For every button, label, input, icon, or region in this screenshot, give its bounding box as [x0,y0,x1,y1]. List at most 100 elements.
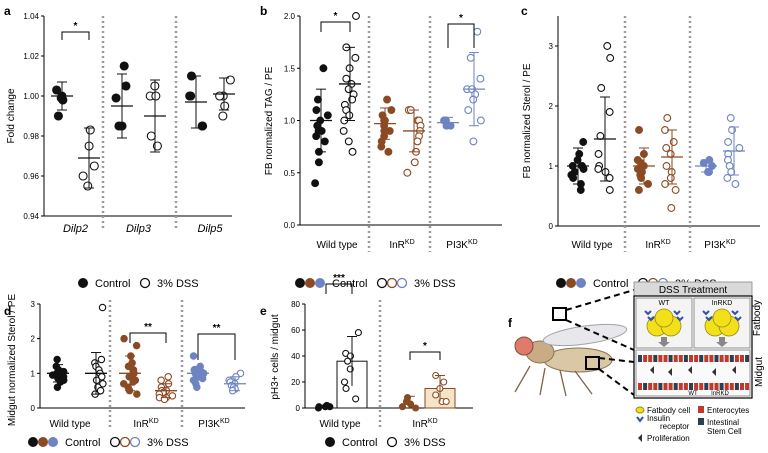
legend-fatbody-cell: Fatbody cell [647,406,690,415]
enterocyte-cell [678,355,683,362]
legend-dss-label: 3% DSS [157,278,199,290]
control-point [186,91,196,101]
y-tick-label: 80 [291,300,300,309]
dss-point [605,186,614,194]
enterocyte-cell [673,383,678,390]
dss-point [464,106,473,115]
significance-label: ** [144,322,152,333]
panel-letter: a [4,4,11,18]
control-point [314,158,323,167]
enterocyte-cell [694,355,699,362]
y-axis-label: FB normalized Sterol / PE [522,63,533,178]
x-category-label: InRKD [133,418,158,430]
fly-wing [542,323,628,347]
dss-point [469,95,478,104]
dss-point [605,174,614,182]
legend-dss-marker [109,436,121,448]
control-point [320,137,329,146]
y-axis-label: Fold change [6,88,17,143]
dss-point [476,74,485,83]
enterocyte-cell [719,355,724,362]
dss-point [666,174,675,182]
significance-label: * [423,341,427,352]
dss-point [723,174,732,182]
y-tick-label: 40 [291,352,300,361]
y-tick-label: 1 [549,162,554,171]
y-axis-label: FB normalized TAG / PE [264,66,275,175]
significance-label: * [459,13,463,24]
y-tick-label: 0.0 [284,221,296,230]
control-point [132,341,141,350]
panel-f: f DSS Treatment WT InRKD Fatbody WT InRKD Midgu… [508,281,765,443]
dss-point [605,108,614,116]
y-axis-label: pH3+ cells / midgut [270,314,281,400]
enterocyte-cell [653,383,658,390]
legend-enterocytes: Enterocytes [707,406,749,415]
control-point [121,81,131,91]
dss-point [606,54,615,62]
legend-isc: Intestinal [707,418,739,427]
down-arrow-icon [658,337,670,347]
control-point [313,95,322,104]
dss-point [85,125,95,135]
control-point [111,93,121,103]
legend-dss-label: 3% DSS [147,437,189,449]
dss-point [78,171,88,181]
enterocyte-cell [734,383,739,390]
dss-point [662,144,671,152]
x-category-label: Wild type [571,240,613,251]
enterocyte-cell [689,355,693,362]
enterocyte-cell [683,383,688,390]
enterocyte-cell [709,383,714,390]
legend-dss-marker [386,277,398,289]
zoom-line [565,319,635,351]
enterocyte-cell [678,383,683,390]
control-point [312,106,321,115]
control-point [53,111,63,121]
y-tick-label: 3 [31,300,36,309]
x-category-label: Wild type [316,240,358,251]
control-point [120,334,128,343]
significance-bracket [320,21,351,32]
legend-insulin-receptor: receptor [660,422,690,431]
legend-control-marker [566,278,576,288]
enterocyte-cell [683,355,688,362]
enterocyte-cell [699,355,704,362]
enterocyte-cell [648,355,653,362]
control-point [53,355,61,364]
dss-point [146,131,156,141]
significance-label: ** [213,323,221,334]
enterocyte-cell [729,355,734,362]
enterocyte-cell [714,355,719,362]
zoom-line [598,357,635,363]
dss-point [726,114,735,122]
significance-bracket [447,23,475,48]
y-tick-label: 0.5 [284,169,296,178]
fly-eye [514,336,534,356]
insulin-receptor-icon [734,316,742,322]
dss-point [345,111,354,120]
control-point [579,138,588,146]
legend-control-marker [28,437,38,447]
dss-point [215,91,225,101]
y-tick-label: 1.00 [23,92,39,101]
legend-isc: Stem Cell [707,427,742,436]
legend-dss-marker [396,277,408,289]
y-tick-label: 60 [291,326,300,335]
control-point [52,85,62,95]
x-category-label: InRKD [645,239,670,251]
x-category-label: PI3KKD [446,239,477,251]
column-label: InRKD [711,391,729,397]
enterocyte-cell [643,383,648,390]
legend-control-marker [576,278,586,288]
fatbody-label: Fatbody [752,300,763,336]
stem-cell-icon [698,418,704,425]
dss-point [89,161,99,171]
panel-letter: d [4,304,11,318]
proliferation-icon [668,368,672,376]
insulin-receptor-icon [636,416,644,423]
legend-control-label: Control [342,437,377,449]
x-category-label: Dilp2 [63,223,88,235]
